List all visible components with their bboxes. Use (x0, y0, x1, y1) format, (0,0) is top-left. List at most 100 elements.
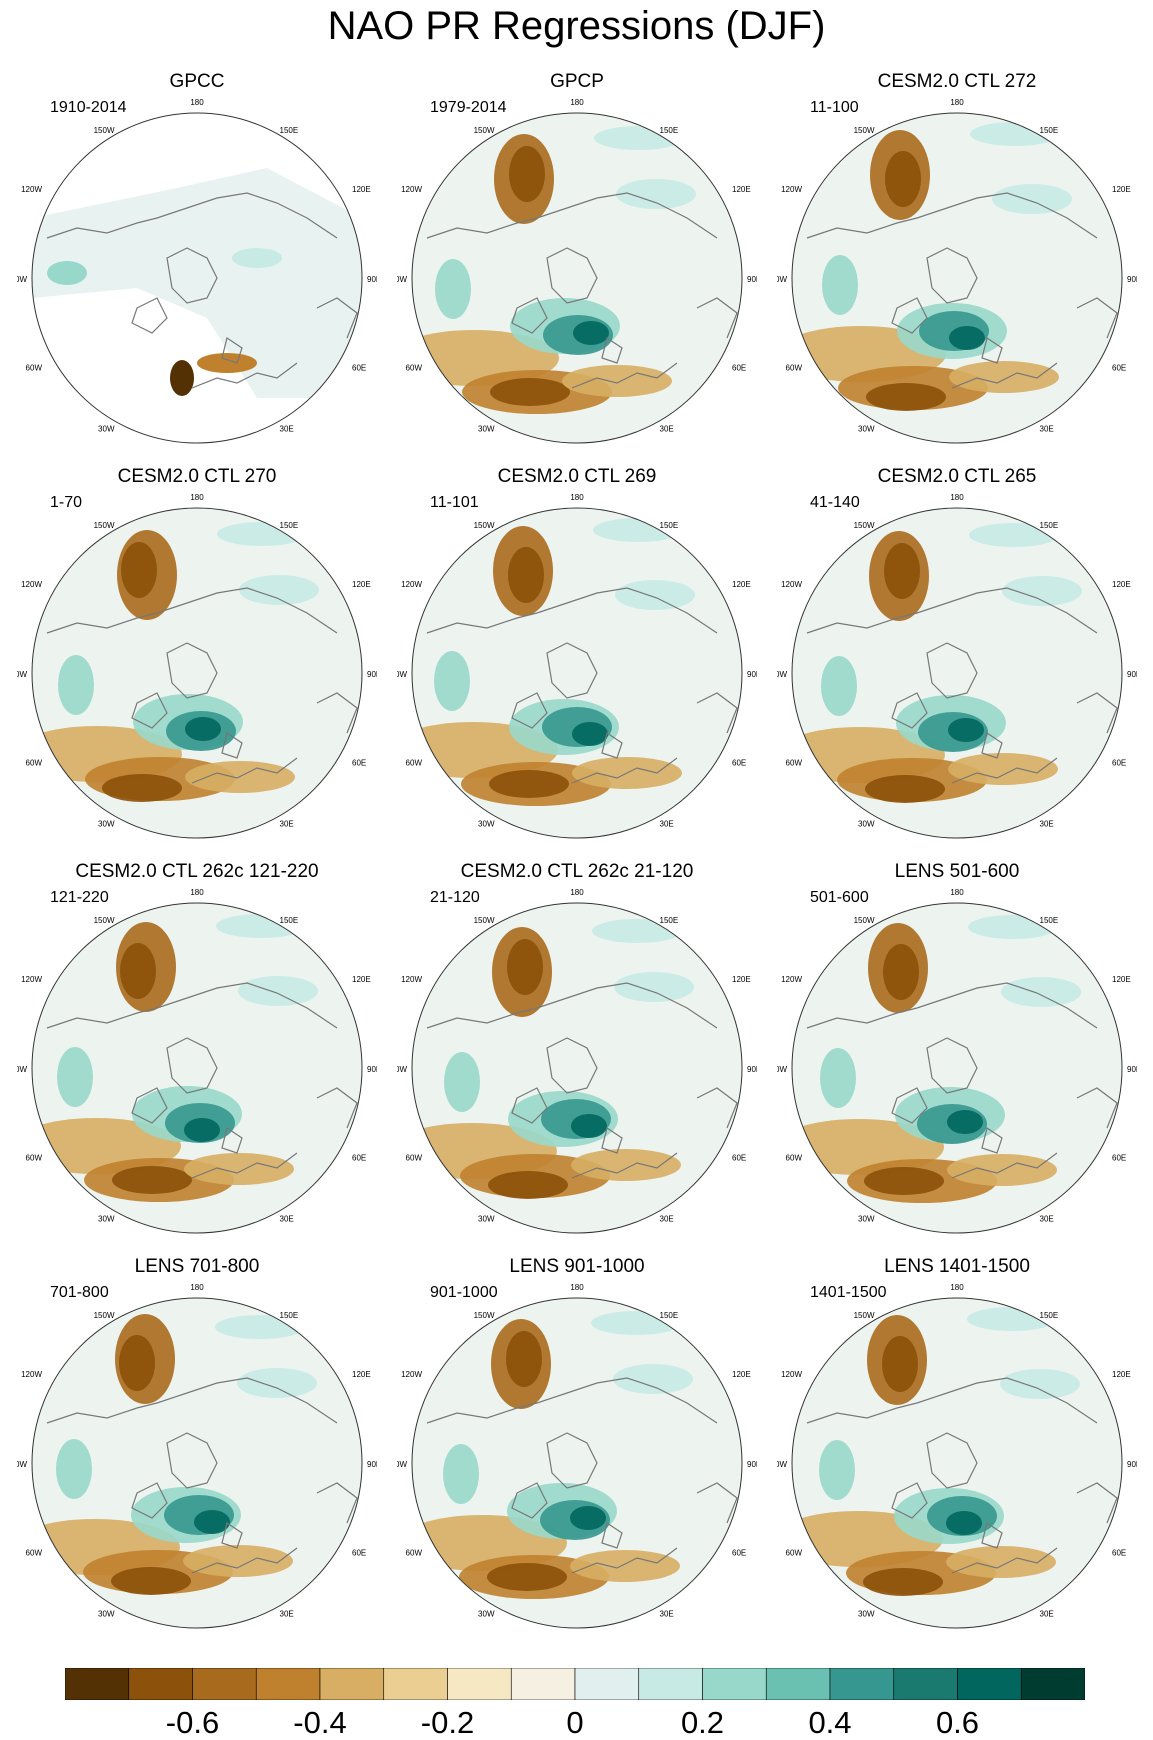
longitude-label: 60E (732, 1548, 746, 1557)
colorbar-swatch (255, 1668, 321, 1700)
longitude-label: 180 (190, 493, 204, 502)
longitude-label: 150W (854, 126, 875, 135)
panel-title: CESM2.0 CTL 262c 121-220 (75, 861, 319, 882)
longitude-label: 150E (1040, 916, 1059, 925)
longitude-label: 60E (352, 758, 366, 767)
longitude-label: 120W (781, 185, 802, 194)
longitude-label: 90E (747, 275, 757, 284)
colorbar-swatch (447, 1668, 512, 1700)
colorbar-tick-label: 0 (566, 1705, 584, 1740)
longitude-label: 180 (570, 98, 584, 107)
panel-title: LENS 501-600 (894, 861, 1020, 882)
longitude-label: 120E (1112, 1370, 1131, 1379)
longitude-label: 90W (777, 275, 787, 284)
panel-title: CESM2.0 CTL 262c 21-120 (460, 861, 694, 882)
colorbar-tick-label: -0.4 (293, 1705, 347, 1740)
colorbar-swatch (893, 1668, 958, 1700)
longitude-label: 180 (570, 888, 584, 897)
colorbar-swatch (510, 1668, 576, 1700)
longitude-label: 30W (478, 424, 495, 433)
longitude-label: 60W (786, 1548, 803, 1557)
colorbar-tick-label: -0.2 (420, 1705, 475, 1740)
longitude-label: 120E (732, 185, 751, 194)
longitude-label: 60W (406, 363, 423, 372)
longitude-label: 120E (732, 580, 751, 589)
longitude-label: 150E (280, 1311, 299, 1320)
longitude-label: 60W (26, 1153, 43, 1162)
longitude-label: 90W (17, 1460, 27, 1469)
longitude-label: 120E (1112, 975, 1131, 984)
colorbar-tick-label: 0.6 (935, 1705, 980, 1740)
longitude-label: 90W (777, 1065, 787, 1074)
longitude-label: 30E (1040, 424, 1054, 433)
longitude-label: 150E (660, 916, 679, 925)
longitude-label: 150E (1040, 1311, 1059, 1320)
longitude-label: 30W (858, 819, 875, 828)
longitude-label: 120E (1112, 580, 1131, 589)
period-label: 21-120 (430, 889, 480, 906)
period-label: 41-140 (810, 494, 860, 511)
longitude-label: 150E (1040, 521, 1059, 530)
longitude-label: 150W (854, 521, 875, 530)
longitude-label: 150W (474, 1311, 495, 1320)
longitude-label: 60E (352, 1548, 366, 1557)
period-label: 501-600 (810, 889, 869, 906)
polar-map: 180090W90E120W150W120E150E60W30W60E30E (397, 493, 757, 839)
period-label: 11-101 (430, 494, 479, 511)
longitude-label: 30W (98, 1214, 115, 1223)
colorbar-swatch (192, 1668, 257, 1700)
longitude-label: 90E (1127, 1460, 1137, 1469)
period-label: 1910-2014 (50, 99, 127, 116)
panel-title: LENS 901-1000 (509, 1256, 645, 1277)
longitude-label: 30E (1040, 1214, 1054, 1223)
longitude-label: 120E (352, 185, 371, 194)
period-label: 1401-1500 (810, 1284, 887, 1301)
longitude-label: 120E (352, 975, 371, 984)
map-panel: 180090W90E120W150W120E150E60W30W60E30E CE… (397, 860, 757, 1240)
longitude-label: 60W (786, 363, 803, 372)
longitude-label: 180 (570, 1283, 584, 1292)
longitude-label: 30W (478, 1609, 495, 1618)
colorbar-swatch (128, 1668, 193, 1700)
longitude-label: 90W (397, 670, 407, 679)
longitude-label: 150E (280, 916, 299, 925)
longitude-label: 30W (98, 1609, 115, 1618)
longitude-label: 90W (397, 1460, 407, 1469)
longitude-label: 150E (280, 126, 299, 135)
longitude-label: 90W (397, 275, 407, 284)
longitude-label: 90E (1127, 670, 1137, 679)
polar-map: 180090W90E120W150W120E150E60W30W60E30E (777, 493, 1137, 839)
longitude-label: 30E (660, 1214, 674, 1223)
colorbar-swatch (638, 1668, 703, 1700)
polar-map: 180090W90E120W150W120E150E60W30W60E30E (397, 888, 757, 1234)
longitude-label: 120W (401, 185, 422, 194)
longitude-label: 30W (858, 1214, 875, 1223)
longitude-label: 60W (26, 1548, 43, 1557)
period-label: 11-100 (810, 99, 859, 116)
map-panel: 180090W90E120W150W120E150E60W30W60E30ECE… (777, 465, 1137, 845)
longitude-label: 60W (786, 1153, 803, 1162)
longitude-label: 120W (781, 580, 802, 589)
longitude-label: 180 (190, 98, 204, 107)
period-label: 701-800 (50, 1284, 109, 1301)
longitude-label: 30W (478, 1214, 495, 1223)
longitude-label: 90W (17, 670, 27, 679)
colorbar-swatch (765, 1668, 831, 1700)
longitude-label: 90W (397, 1065, 407, 1074)
longitude-label: 90E (367, 1460, 377, 1469)
longitude-label: 180 (190, 1283, 204, 1292)
longitude-label: 60E (352, 363, 366, 372)
longitude-label: 60E (352, 1153, 366, 1162)
colorbar-swatch (319, 1668, 385, 1700)
longitude-label: 120E (732, 1370, 751, 1379)
longitude-label: 60E (1112, 1153, 1126, 1162)
longitude-label: 180 (190, 888, 204, 897)
colorbar (65, 1668, 1085, 1700)
map-panel: 180090W90E120W150W120E150E60W30W60E30EGP… (397, 70, 757, 450)
colorbar-swatch (574, 1668, 640, 1700)
longitude-label: 60E (1112, 758, 1126, 767)
longitude-label: 150E (280, 521, 299, 530)
panel-title: LENS 1401-1500 (884, 1256, 1030, 1277)
longitude-label: 30W (98, 424, 115, 433)
panel-title: GPCP (550, 71, 604, 92)
